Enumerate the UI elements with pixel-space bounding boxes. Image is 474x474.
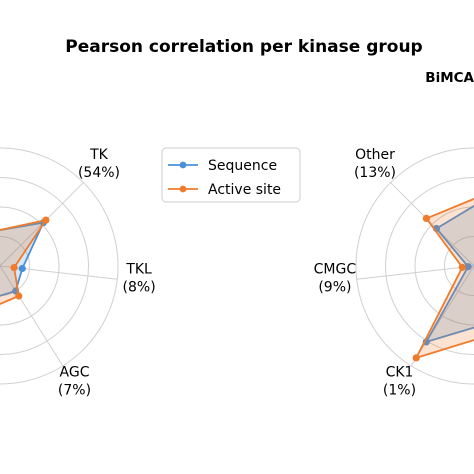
axis-label-name: Other: [355, 147, 395, 163]
grid-ring: [0, 206, 60, 326]
axis-label-other: Other (13%): [354, 147, 396, 181]
grid-spoke: [0, 265, 64, 367]
axis-label-name: TKL: [125, 262, 152, 278]
radar-right: Other (13%) CMGC (9%) CK1 (1%): [314, 147, 474, 399]
grid-spoke: [390, 182, 474, 267]
grid-ring: [0, 236, 30, 296]
grid-spoke: [356, 265, 474, 280]
axis-label-name: AGC: [60, 365, 90, 381]
method-label: BiMCA: [425, 70, 474, 86]
axis-label-name: CK1: [386, 365, 414, 381]
axis-label-share: (13%): [354, 165, 396, 181]
grid-ring: [355, 147, 474, 385]
legend-label-sequence: Sequence: [208, 158, 277, 174]
grid-ring: [414, 206, 474, 326]
data-point-sequence: [18, 264, 26, 273]
legend-label-active-site: Active site: [208, 182, 281, 198]
grid-ring: [385, 177, 474, 355]
axis-label-name: TK: [89, 147, 109, 163]
grid-ring: [444, 236, 474, 296]
axis-label-tk: TK (54%): [78, 147, 120, 181]
axis-label-share: (54%): [78, 165, 120, 181]
data-point-sequence: [464, 263, 472, 271]
data-point-active-site: [15, 292, 23, 300]
grid-ring: [0, 147, 119, 385]
grid-ring: [0, 177, 89, 355]
radar-left: TK (54%) TKL (8%) AGC (7%): [0, 147, 156, 399]
grid-spoke: [410, 265, 474, 367]
data-point-active-site: [42, 216, 50, 224]
data-point-active-site: [412, 354, 420, 362]
series-area-active-site: [0, 219, 47, 305]
axis-label-agc: AGC (7%): [58, 365, 91, 399]
axis-label-name: CMGC: [314, 262, 357, 278]
series-area-active-site: [415, 197, 474, 359]
series-area-sequence: [425, 204, 474, 343]
axis-label-ck1: CK1 (1%): [383, 365, 416, 399]
axis-label-share: (7%): [58, 383, 91, 399]
axis-label-cmgc: CMGC (9%): [314, 262, 357, 296]
data-point-active-site: [10, 264, 18, 272]
axis-label-share: (9%): [318, 280, 351, 296]
data-point-active-site: [458, 263, 466, 271]
legend: Sequence Active site: [161, 147, 301, 203]
axis-label-tkl: TKL (8%): [123, 262, 156, 296]
data-point-active-site: [422, 214, 430, 222]
axis-label-share: (1%): [383, 383, 416, 399]
chart-title: Pearson correlation per kinase group: [65, 37, 422, 57]
legend-marker-active-site: [179, 185, 187, 193]
axis-label-share: (8%): [123, 280, 156, 296]
legend-marker-sequence: [179, 161, 187, 169]
